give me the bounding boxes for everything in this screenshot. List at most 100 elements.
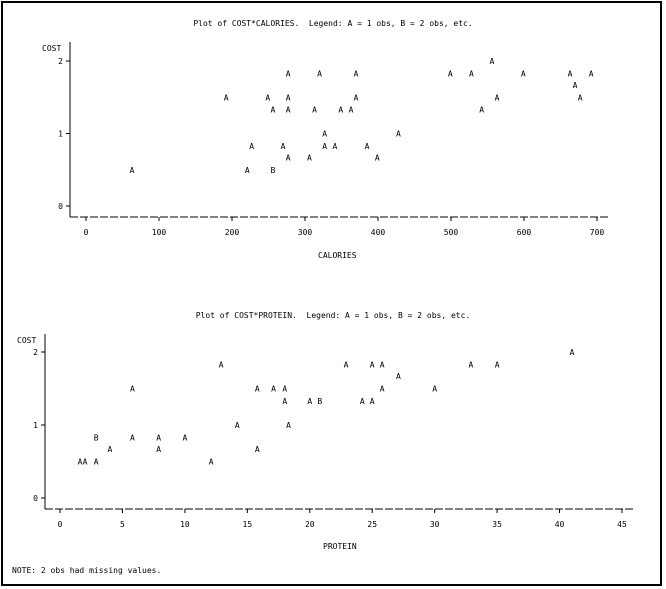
- chart1-data-point: A: [307, 153, 312, 162]
- chart2-data-point: A: [380, 385, 385, 394]
- chart1-x-tick-label: 700: [590, 228, 605, 237]
- chart2-data-point: A: [360, 397, 365, 406]
- chart2-data-point: A: [255, 445, 260, 454]
- chart2-data-point: A: [255, 385, 260, 394]
- chart1-data-point: A: [270, 106, 275, 115]
- chart1-data-point: A: [317, 69, 322, 78]
- missing-values-note: NOTE: 2 obs had missing values.: [12, 566, 162, 575]
- chart1-data-point: A: [224, 93, 229, 102]
- chart1-data-point: A: [589, 69, 594, 78]
- chart1-data-point: A: [312, 106, 317, 115]
- chart1-data-point: A: [469, 69, 474, 78]
- chart1-data-point: A: [265, 93, 270, 102]
- chart2-data-point: A: [130, 385, 135, 394]
- chart2-y-axis-label: COST: [17, 336, 37, 345]
- chart1-data-point: A: [521, 69, 526, 78]
- chart2-data-point: A: [570, 348, 575, 357]
- chart2-data-point: A: [468, 360, 473, 369]
- chart1-data-point: A: [333, 142, 338, 151]
- chart1-y-tick-label: 1: [58, 130, 63, 139]
- chart1-data-point: A: [349, 106, 354, 115]
- chart2-data-point: A: [370, 360, 375, 369]
- chart2-data-point: A: [370, 397, 375, 406]
- chart2-x-tick-label: 30: [430, 520, 440, 529]
- chart2-data-point: A: [78, 458, 83, 467]
- chart2-title: Plot of COST*PROTEIN. Legend: A = 1 obs,…: [195, 311, 471, 320]
- chart2-data-point: A: [94, 458, 99, 467]
- chart1-data-point: A: [396, 130, 401, 139]
- chart2-data-point: A: [396, 372, 401, 381]
- chart1-data-point: A: [281, 142, 286, 151]
- chart1-data-point: A: [489, 57, 494, 66]
- chart2-data-point: A: [432, 385, 437, 394]
- chart2-data-point: A: [182, 433, 187, 442]
- chart2-data-point: A: [271, 385, 276, 394]
- chart2-x-tick-label: 5: [120, 520, 125, 529]
- chart1-data-point: A: [286, 93, 291, 102]
- chart1-y-axis-label: COST: [42, 44, 62, 53]
- chart2-data-point: A: [282, 397, 287, 406]
- chart2-x-tick-label: 20: [305, 520, 315, 529]
- chart2-y-tick-label: 1: [33, 421, 38, 430]
- chart1-x-tick-label: 500: [444, 228, 459, 237]
- chart1-data-point: A: [573, 81, 578, 90]
- chart1-data-point: A: [578, 93, 583, 102]
- chart2-x-tick-label: 15: [243, 520, 253, 529]
- chart1-x-tick-label: 400: [371, 228, 386, 237]
- chart2-x-tick-label: 25: [367, 520, 377, 529]
- chart2-x-tick-label: 35: [492, 520, 502, 529]
- chart1-data-point: A: [568, 69, 573, 78]
- chart1-data-point: A: [286, 69, 291, 78]
- chart1-data-point: A: [375, 153, 380, 162]
- chart1-data-point: A: [479, 106, 484, 115]
- chart1-x-tick-label: 0: [84, 228, 89, 237]
- chart2-data-point: A: [344, 360, 349, 369]
- chart1-data-point: A: [322, 142, 327, 151]
- chart1-data-point: A: [130, 166, 135, 175]
- chart1-x-tick-label: 100: [152, 228, 167, 237]
- chart2-data-point: A: [209, 458, 214, 467]
- chart2-x-axis-label: PROTEIN: [323, 542, 357, 551]
- chart1-data-point: A: [338, 106, 343, 115]
- chart2-y-tick-label: 0: [33, 494, 38, 503]
- chart1-data-point: A: [245, 166, 250, 175]
- chart2-data-point: A: [156, 445, 161, 454]
- chart1-data-point: A: [322, 130, 327, 139]
- chart2-data-point: A: [380, 360, 385, 369]
- chart2-data-point: A: [156, 433, 161, 442]
- chart2-data-point: A: [219, 360, 224, 369]
- chart2-x-tick-label: 40: [555, 520, 565, 529]
- chart1-y-tick-label: 0: [58, 202, 63, 211]
- chart1-x-tick-label: 300: [298, 228, 313, 237]
- chart2-data-point: A: [83, 458, 88, 467]
- chart1-data-point: A: [365, 142, 370, 151]
- chart2-data-point: A: [307, 397, 312, 406]
- chart2-data-point: A: [108, 445, 113, 454]
- chart2-data-point: A: [495, 360, 500, 369]
- chart1-title: Plot of COST*CALORIES. Legend: A = 1 obs…: [193, 19, 473, 28]
- chart2-x-tick-label: 45: [617, 520, 627, 529]
- chart1-data-point: A: [249, 142, 254, 151]
- chart2-data-point: A: [130, 433, 135, 442]
- chart1-x-tick-label: 200: [225, 228, 240, 237]
- chart1-data-point: A: [448, 69, 453, 78]
- chart2-data-point: A: [282, 385, 287, 394]
- chart1-data-point: A: [495, 93, 500, 102]
- chart2-x-tick-label: 10: [180, 520, 190, 529]
- chart1-data-point: A: [354, 69, 359, 78]
- chart2-data-point: A: [286, 421, 291, 430]
- chart1-data-point: A: [286, 153, 291, 162]
- chart2-data-point: A: [235, 421, 240, 430]
- chart1-x-tick-label: 600: [517, 228, 532, 237]
- chart2-x-tick-label: 0: [58, 520, 63, 529]
- chart1-data-point: A: [354, 93, 359, 102]
- chart2-y-tick-label: 2: [33, 348, 38, 357]
- chart1-y-tick-label: 2: [58, 57, 63, 66]
- chart2-data-point: B: [94, 433, 99, 442]
- chart2-data-point: B: [317, 397, 322, 406]
- chart1-x-axis-label: CALORIES: [318, 251, 357, 260]
- chart1-data-point: A: [286, 106, 291, 115]
